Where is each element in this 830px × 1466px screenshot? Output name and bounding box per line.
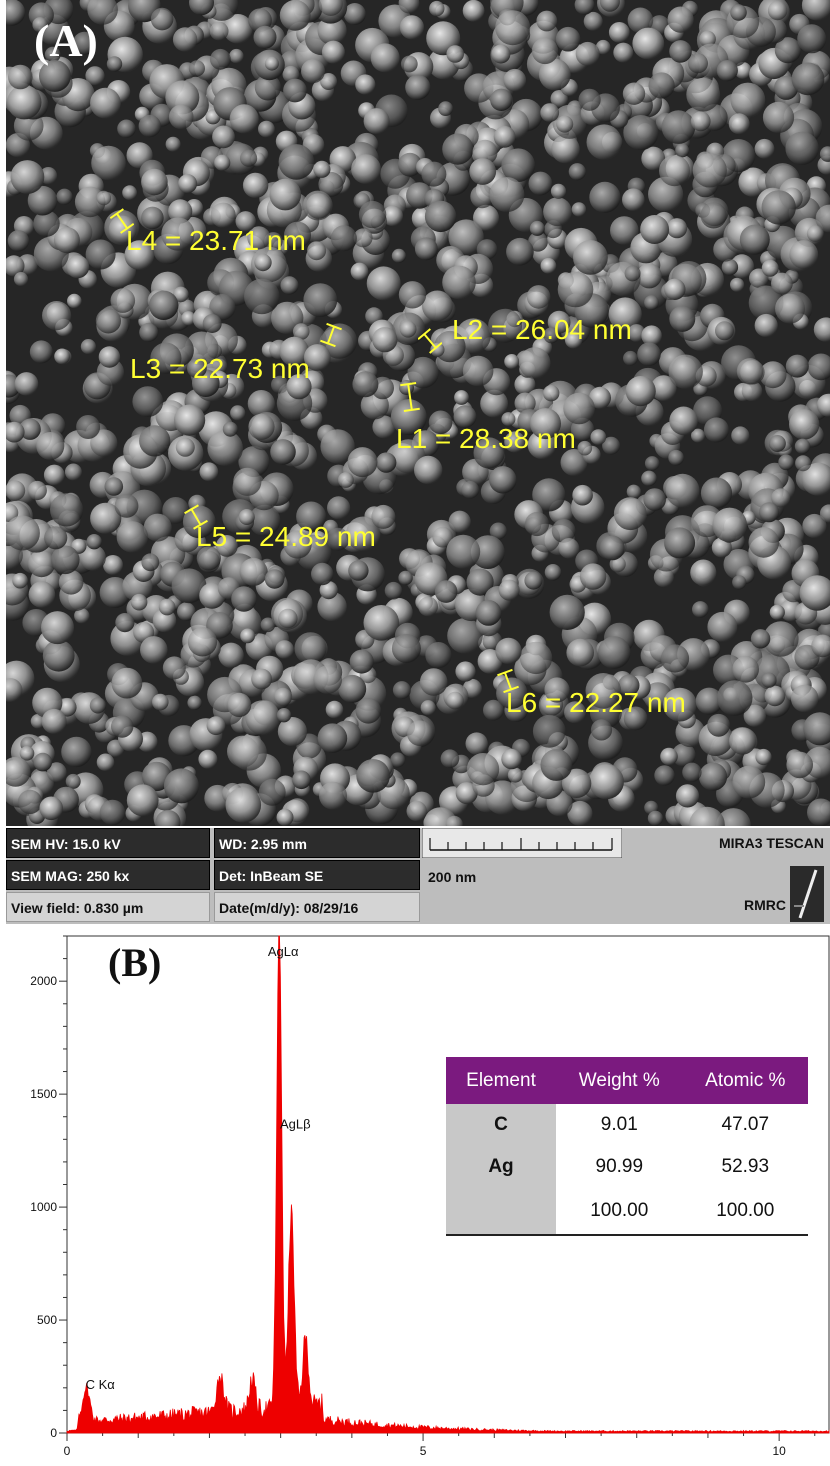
col-header-weight: Weight % — [556, 1057, 683, 1104]
y-tick-label: 1500 — [30, 1087, 57, 1101]
y-tick-label: 0 — [50, 1426, 57, 1440]
tescan-logo-icon — [790, 866, 824, 922]
cell-atomic: 52.93 — [683, 1146, 808, 1188]
cell-element: C — [446, 1104, 556, 1146]
measure-marker-l3 — [319, 322, 343, 348]
y-tick-label: 2000 — [30, 974, 57, 988]
sem-image: (A) L4 = 23.71 nm L2 = 26.04 nm L3 = 22.… — [6, 0, 830, 826]
peak-label: AgLβ — [280, 1117, 311, 1132]
peak-label: C Kα — [86, 1377, 116, 1392]
sem-magnification: SEM MAG: 250 kx — [6, 860, 210, 890]
x-tick-label: 0 — [64, 1444, 71, 1458]
instrument-brand: MIRA3 TESCAN — [719, 828, 824, 858]
table-row: Ag 90.99 52.93 — [446, 1146, 808, 1188]
x-tick-label: 10 — [772, 1444, 786, 1458]
panel-a-label: (A) — [34, 14, 98, 67]
y-tick-label: 1000 — [30, 1200, 57, 1214]
cell-weight: 9.01 — [556, 1104, 683, 1146]
working-distance: WD: 2.95 mm — [214, 828, 420, 858]
x-tick-label: 5 — [420, 1444, 427, 1458]
scale-bar — [422, 828, 622, 858]
measure-marker-l2 — [418, 328, 442, 354]
peak-label: AgLα — [268, 944, 299, 959]
composition-table: Element Weight % Atomic % C 9.01 47.07 A… — [446, 1057, 808, 1236]
measurement-l5: L5 = 24.89 nm — [196, 522, 376, 552]
sem-hv: SEM HV: 15.0 kV — [6, 828, 210, 858]
cell-element: Ag — [446, 1146, 556, 1188]
measurement-l4: L4 = 23.71 nm — [126, 226, 306, 256]
y-tick-label: 500 — [37, 1313, 57, 1327]
table-row-total: 100.00 100.00 — [446, 1188, 808, 1235]
cell-weight: 90.99 — [556, 1146, 683, 1188]
measurement-l1: L1 = 28.38 nm — [396, 424, 576, 454]
col-header-atomic: Atomic % — [683, 1057, 808, 1104]
eds-spectrum-panel: 0 500 1000 1500 2000 0 5 10 C Kα AgLα AgLβ (B) Ele… — [0, 926, 830, 1461]
table-row: C 9.01 47.07 — [446, 1104, 808, 1146]
detector: Det: InBeam SE — [214, 860, 420, 890]
sem-info-bar: SEM HV: 15.0 kV WD: 2.95 mm SEM MAG: 250… — [6, 828, 830, 924]
col-header-element: Element — [446, 1057, 556, 1104]
panel-b-label: (B) — [108, 939, 161, 986]
measurement-l2: L2 = 26.04 nm — [452, 315, 632, 345]
cell-weight: 100.00 — [556, 1188, 683, 1235]
acquisition-date: Date(m/d/y): 08/29/16 — [214, 892, 420, 922]
measurement-l3: L3 = 22.73 nm — [130, 354, 310, 384]
cell-atomic: 100.00 — [683, 1188, 808, 1235]
lab-name: RMRC — [744, 890, 786, 920]
cell-atomic: 47.07 — [683, 1104, 808, 1146]
measure-marker-l1 — [398, 380, 422, 414]
view-field: View field: 0.830 µm — [6, 892, 210, 922]
cell-element — [446, 1188, 556, 1235]
scale-bar-label: 200 nm — [428, 862, 476, 892]
measurement-l6: L6 = 22.27 nm — [506, 688, 686, 718]
